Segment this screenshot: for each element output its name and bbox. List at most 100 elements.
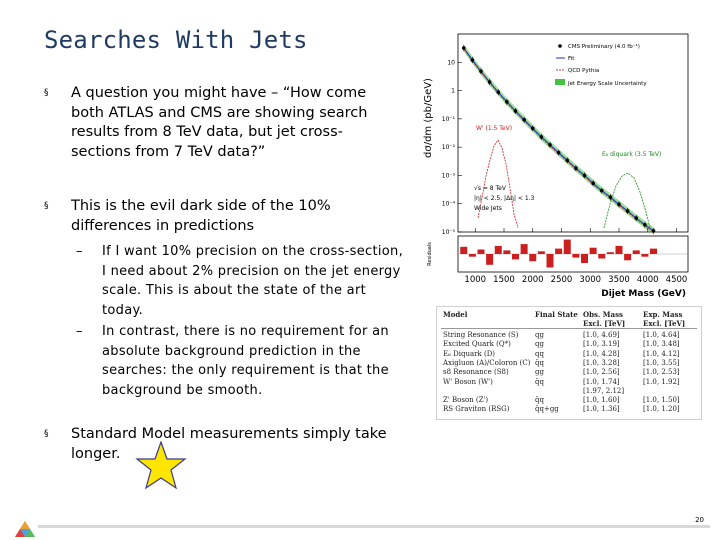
legend: CMS Preliminary (4.0 fb⁻¹) Fit QCD Pythi… xyxy=(555,43,647,87)
bullet-question: § A question you might have – “How come … xyxy=(44,84,404,164)
residual-bar xyxy=(598,254,606,259)
table-cell: gg xyxy=(535,368,544,377)
data-point xyxy=(608,195,613,199)
cut-label: |η| < 2.5, |Δη| < 1.3 xyxy=(474,195,535,202)
bullet-line: sections from 7 TeV data?” xyxy=(71,143,266,160)
sub-bullet-line: If I want 10% precision on the cross-sec… xyxy=(102,244,404,259)
residual-bar xyxy=(503,250,511,254)
legend-entry: CMS Preliminary (4.0 fb⁻¹) xyxy=(568,43,640,50)
data-point xyxy=(461,46,466,50)
data-point xyxy=(651,229,656,233)
data-point xyxy=(582,173,587,178)
sub-bullet-line: I need about 2% precision on the jet ene… xyxy=(102,263,401,279)
data-point xyxy=(470,58,475,62)
bullet-sm-measurements: § Standard Model measurements simply tak… xyxy=(44,425,404,465)
residual-bar xyxy=(529,254,537,262)
residual-bar xyxy=(641,254,649,257)
table-header: Model xyxy=(443,310,468,319)
data-point xyxy=(522,117,526,122)
table-cell: qg xyxy=(535,340,544,349)
x-tick-label: 3000 xyxy=(579,275,601,285)
wprime-label: W' (1.5 TeV) xyxy=(476,125,512,132)
table-cell: qq xyxy=(535,349,544,358)
jes-uncertainty-band xyxy=(463,44,654,235)
data-point xyxy=(634,216,639,220)
residual-bar xyxy=(546,254,554,268)
residual-bar xyxy=(537,251,545,254)
y-tick-label: 10⁻⁵ xyxy=(442,229,456,236)
data-point xyxy=(487,80,492,84)
residual-bar xyxy=(632,250,640,254)
data-point xyxy=(539,135,544,139)
data-point xyxy=(599,188,604,193)
bullet-line: Standard Model measurements simply take xyxy=(71,426,387,442)
residual-bar xyxy=(589,247,597,254)
bullet-line: This is the evil dark side of the 10% xyxy=(71,198,331,214)
table-header: Exp. Mass Excl. [TeV] xyxy=(643,310,686,328)
legend-entry: Fit xyxy=(568,56,575,62)
residual-bar xyxy=(624,254,632,261)
table-cell: [1.0, 1.74] xyxy=(583,377,620,386)
data-point xyxy=(617,202,621,207)
x-tick-label: 2000 xyxy=(522,275,544,285)
residual-bar xyxy=(477,249,485,254)
sub-bullet-line: absolute background prediction in the xyxy=(102,343,361,359)
table-cell: q̄q xyxy=(535,377,544,386)
table-header-rule xyxy=(441,328,697,329)
residual-bar xyxy=(581,254,588,263)
table-cell: q̄q xyxy=(535,358,544,367)
residual-bar xyxy=(606,252,614,254)
sub-bullet-line: In contrast, there is no requirement for… xyxy=(102,324,389,339)
table-cell: [1.0, 4.28] xyxy=(583,349,620,358)
bullet-marker: § xyxy=(44,88,49,98)
residual-bar xyxy=(512,254,519,260)
table-cell: q̄q xyxy=(535,396,544,405)
data-point xyxy=(625,209,630,213)
table-cell: [1.0, 1.50] xyxy=(643,396,680,405)
table-cell: [1.97, 2.12] xyxy=(583,386,625,395)
table-cell: [1.0, 3.28] xyxy=(583,358,620,367)
x-tick-label: 3500 xyxy=(608,275,630,285)
table-cell: [1.0, 4.12] xyxy=(643,349,680,358)
residual-bar xyxy=(460,246,468,254)
dijet-mass-plot: dσ/dm (pb/GeV) Residuals 10 1 10⁻¹ 10⁻² 10⁻³… xyxy=(418,28,698,300)
bullet-line: differences in predictions xyxy=(71,217,255,234)
table-cell: [1.0, 3.48] xyxy=(643,340,680,349)
x-tick-label: 4500 xyxy=(666,275,688,285)
sub-bullet-marker: – xyxy=(76,324,83,339)
x-tick-label: 1000 xyxy=(464,275,486,285)
residual-bar xyxy=(468,254,476,257)
data-point xyxy=(530,126,535,131)
residual-bar xyxy=(494,245,502,254)
legend-entry: Jet Energy Scale Uncertainty xyxy=(567,81,647,87)
sub-bullet-line: background be smooth. xyxy=(102,382,263,398)
table-cell: [1.0, 1.36] xyxy=(583,405,620,414)
table-cell: RS Graviton (RSG) xyxy=(443,405,510,414)
y-tick-label: 10⁻⁴ xyxy=(442,201,456,208)
star-icon xyxy=(135,441,187,490)
x-tick-label: 2500 xyxy=(551,275,573,285)
x-tick-label: 4000 xyxy=(637,275,659,285)
sub-bullet-line: today. xyxy=(102,302,144,318)
data-point xyxy=(565,158,570,163)
bullet-evil-dark-side: § This is the evil dark side of the 10% … xyxy=(44,197,404,237)
lab-logo-icon xyxy=(15,521,35,537)
data-point xyxy=(643,222,647,227)
residual-bar xyxy=(572,254,580,258)
y-tick-label: 10⁻³ xyxy=(442,172,456,179)
table-cell: [1.0, 3.19] xyxy=(583,340,620,349)
y-axis-label: dσ/dm (pb/GeV) xyxy=(423,78,434,158)
table-cell: Excited Quark (Q*) xyxy=(443,340,511,349)
data-point xyxy=(479,69,483,74)
y-tick-label: 10⁻¹ xyxy=(442,116,456,123)
table-header: Obs. Mass Excl. [TeV] xyxy=(583,310,626,328)
table-cell: qg xyxy=(535,331,544,339)
residual-bar xyxy=(650,248,657,254)
table-cell: Axigluon (A)/Coloron (C) xyxy=(443,358,531,367)
data-point xyxy=(548,143,552,147)
data-point xyxy=(591,181,595,186)
bullet-line: results from 8 TeV data, but jet cross- xyxy=(71,124,343,140)
sub-bullet-precision: – If I want 10% precision on the cross-s… xyxy=(76,242,406,322)
residual-axis-label: Residuals xyxy=(427,242,433,266)
legend-jes-box xyxy=(555,79,565,85)
